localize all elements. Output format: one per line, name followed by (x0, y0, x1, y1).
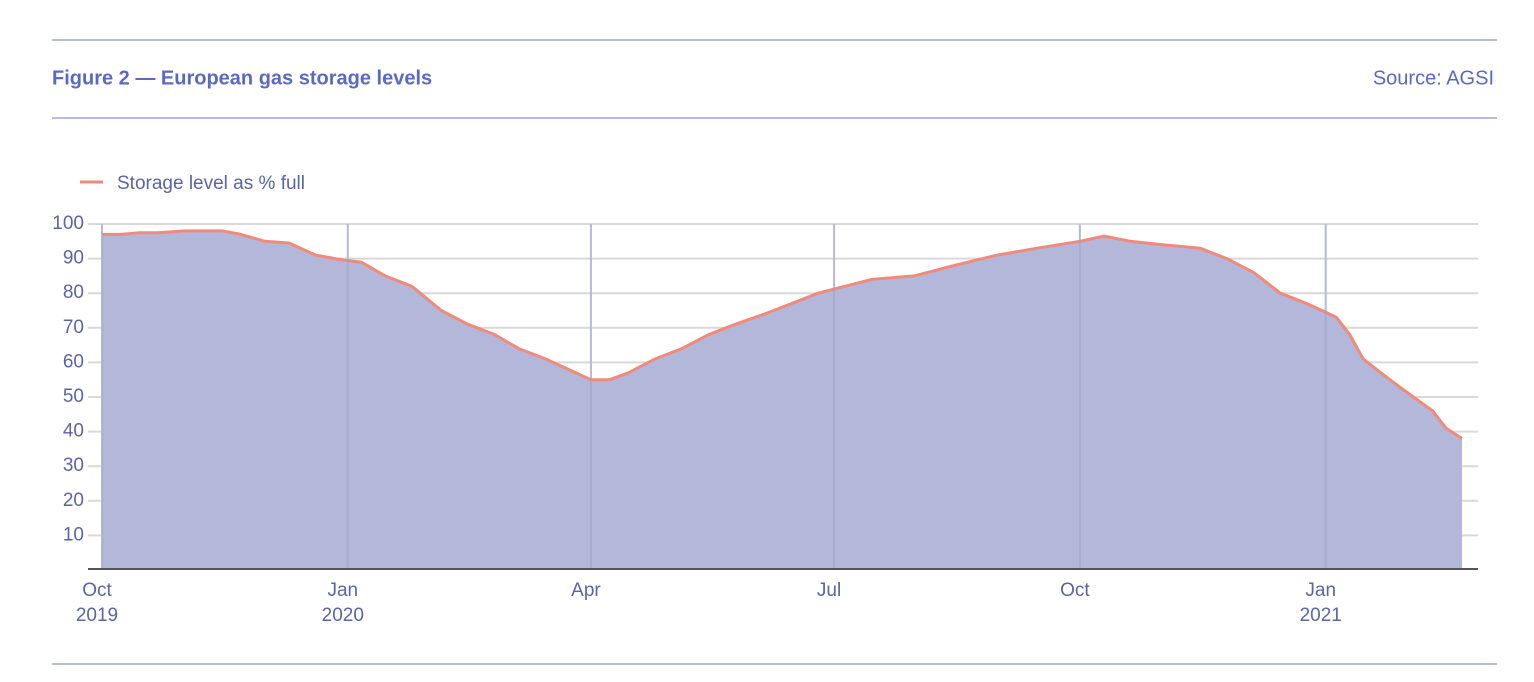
x-tick-label: Jan (1305, 580, 1336, 601)
y-tick-label: 90 (63, 248, 84, 269)
x-tick-label: Oct (82, 580, 112, 601)
chart-title: Figure 2 — European gas storage levels (52, 67, 432, 89)
y-tick-label: 50 (63, 386, 84, 407)
y-tick-label: 20 (63, 490, 84, 511)
y-tick-label: 80 (63, 282, 84, 303)
y-tick-label: 60 (63, 351, 84, 372)
source: Source: AGSI (1373, 67, 1494, 89)
x-tick-label: Apr (571, 580, 601, 601)
area (102, 230, 1462, 570)
y-tick-label: 70 (63, 317, 84, 338)
x-tick-label: Jul (817, 580, 841, 601)
y-tick-label: 100 (52, 213, 84, 234)
x-tick-year: 2020 (322, 605, 364, 626)
x-tick-label: Jan (327, 580, 358, 601)
y-tick-label: 40 (63, 421, 84, 442)
x-tick-year: 2021 (1300, 605, 1342, 626)
legend-label: Storage level as % full (117, 173, 305, 194)
x-tick-year: 2019 (76, 605, 118, 626)
y-tick-label: 30 (63, 455, 84, 476)
y-tick-label: 10 (63, 524, 84, 545)
line (102, 229, 1463, 440)
x-tick-label: Oct (1060, 580, 1090, 601)
